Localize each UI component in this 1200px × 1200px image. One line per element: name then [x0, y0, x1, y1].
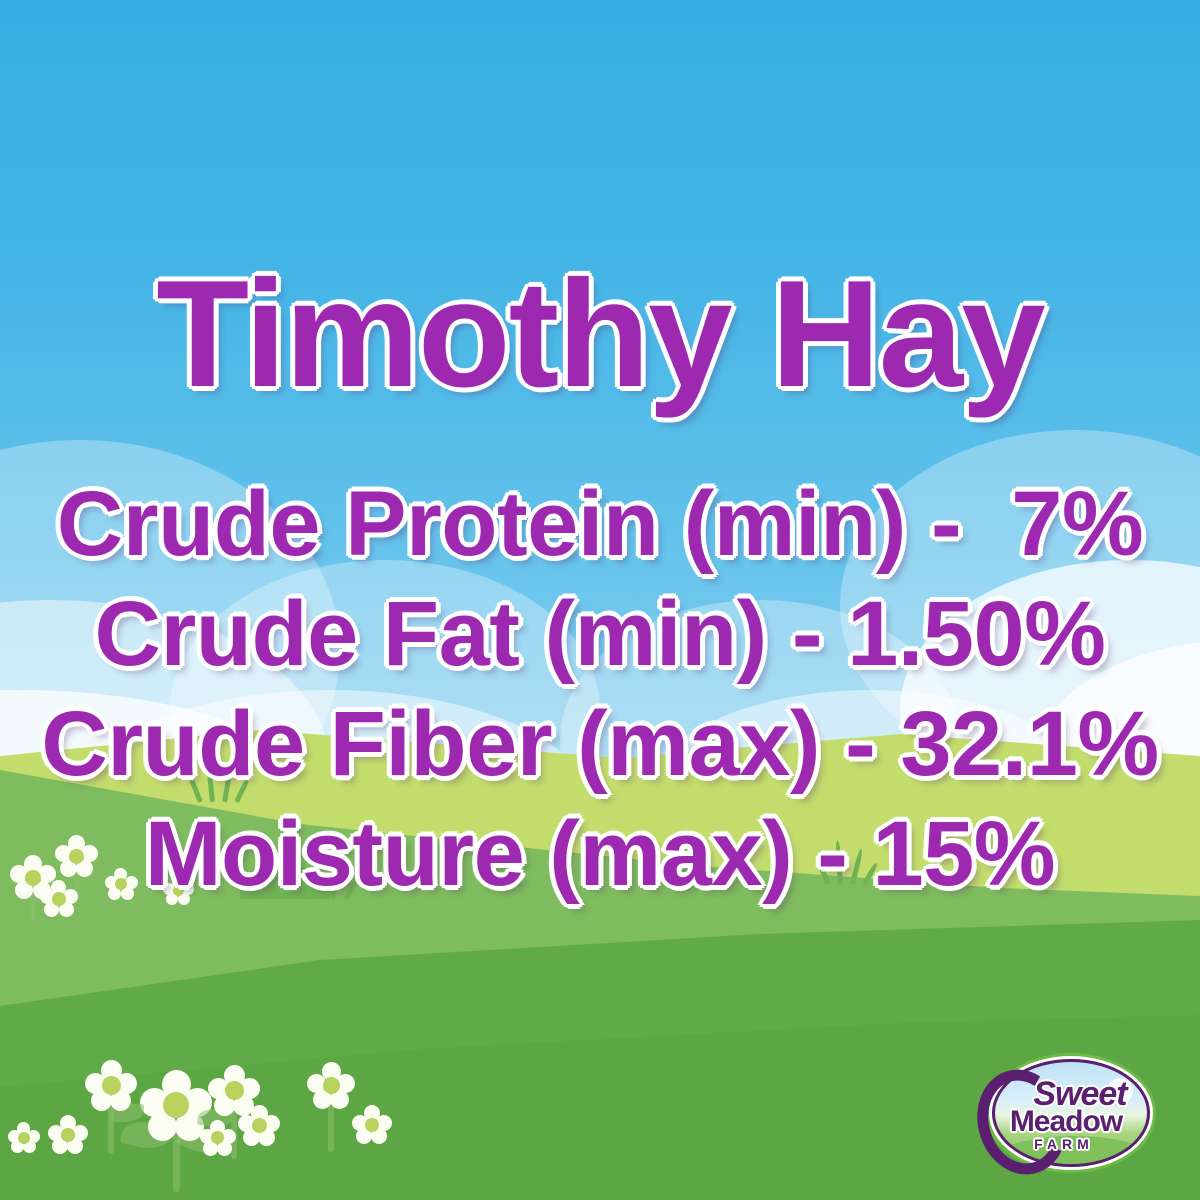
spec-line-moisture: Moisture (max) - 15%	[144, 803, 1056, 905]
flower	[200, 1120, 236, 1156]
brand-logo[interactable]: Sweet Meadow FARM	[965, 1055, 1150, 1186]
logo-oval-badge	[992, 1059, 1150, 1167]
flower	[105, 868, 139, 902]
flower	[48, 1115, 88, 1155]
flower	[238, 1105, 280, 1147]
sun-icon	[1107, 1078, 1133, 1104]
grass-tuft	[240, 855, 362, 901]
flower	[40, 880, 80, 920]
flower	[119, 1070, 227, 1192]
spec-line-protein: Crude Protein (min) - 7%	[56, 473, 1144, 575]
page-title: Timothy Hay	[156, 249, 1045, 419]
flower	[163, 875, 195, 907]
logo-line-meadow: Meadow	[1009, 1105, 1123, 1138]
logo-line-farm: FARM	[1034, 1136, 1094, 1152]
logo-wordmark: Sweet Meadow FARM	[978, 1055, 1150, 1165]
spec-line-fat: Crude Fat (min) - 1.50%	[94, 583, 1106, 685]
flower	[55, 835, 99, 901]
flower	[85, 1060, 144, 1154]
flower	[307, 1062, 355, 1152]
flower	[352, 1105, 392, 1145]
logo-line-sweet: Sweet	[1033, 1075, 1127, 1113]
flower	[8, 1122, 40, 1154]
spec-line-fiber: Crude Fiber (max) - 32.1%	[41, 693, 1159, 795]
flower	[196, 1065, 260, 1159]
